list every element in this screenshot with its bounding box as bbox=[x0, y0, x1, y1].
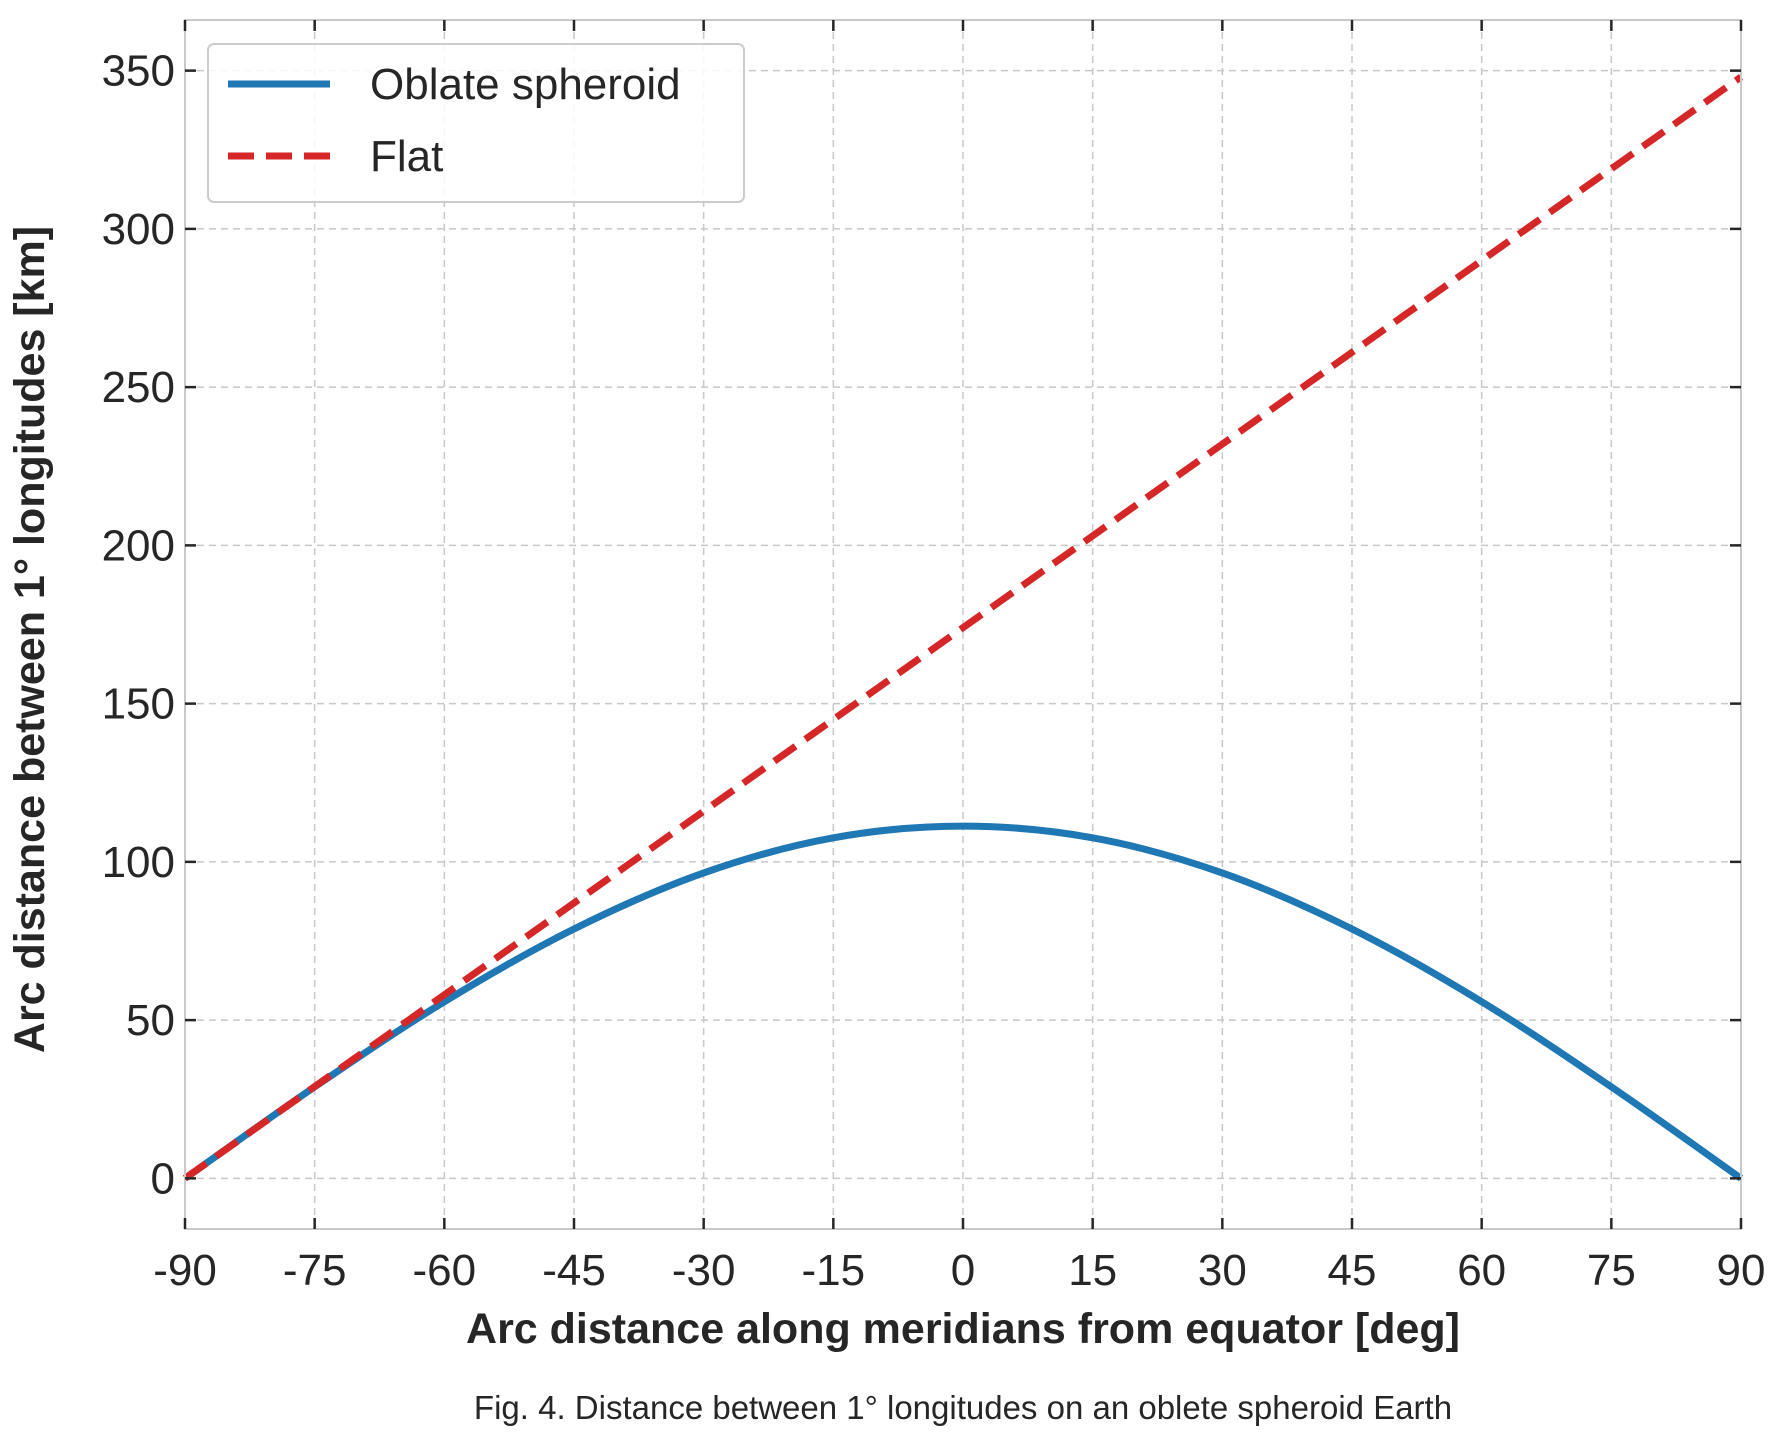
y-tick-label: 300 bbox=[102, 205, 175, 254]
x-tick-label: -90 bbox=[153, 1246, 217, 1295]
x-tick-label: 45 bbox=[1328, 1246, 1377, 1295]
x-tick-label: -30 bbox=[672, 1246, 736, 1295]
x-tick-label: 15 bbox=[1068, 1246, 1117, 1295]
legend-box bbox=[207, 43, 745, 203]
x-tick-labels: -90 -75 -60 -45 -30 -15 0 15 30 45 60 75 90 bbox=[153, 1246, 1765, 1295]
x-tick-label: -75 bbox=[283, 1246, 347, 1295]
legend: Oblate spheroid Flat bbox=[207, 43, 745, 203]
y-tick-label: 200 bbox=[102, 521, 175, 570]
legend-label: Flat bbox=[370, 132, 443, 181]
y-tick-label: 0 bbox=[151, 1154, 175, 1203]
x-tick-label: 75 bbox=[1587, 1246, 1636, 1295]
figure-caption: Fig. 4. Distance between 1° longitudes o… bbox=[474, 1389, 1452, 1426]
x-tick-label: 0 bbox=[951, 1246, 975, 1295]
x-tick-label: -45 bbox=[542, 1246, 606, 1295]
series-layer bbox=[182, 74, 1744, 1182]
y-tick-label: 150 bbox=[102, 680, 175, 729]
legend-label: Oblate spheroid bbox=[370, 60, 681, 109]
x-tick-label: -60 bbox=[413, 1246, 477, 1295]
y-tick-label: 100 bbox=[102, 838, 175, 887]
series-line-oblate-spheroid bbox=[182, 822, 1744, 1182]
y-tick-label: 250 bbox=[102, 363, 175, 412]
series-line-flat bbox=[182, 74, 1744, 1182]
x-tick-label: 90 bbox=[1717, 1246, 1766, 1295]
y-tick-labels: 0 50 100 150 200 250 300 350 bbox=[102, 47, 175, 1204]
x-axis-title: Arc distance along meridians from equato… bbox=[466, 1305, 1460, 1353]
y-axis-title: Arc distance between 1° longitudes [km] bbox=[6, 226, 54, 1053]
x-tick-label: 60 bbox=[1457, 1246, 1506, 1295]
y-tick-label: 50 bbox=[126, 996, 175, 1045]
x-tick-label: -15 bbox=[802, 1246, 866, 1295]
x-tick-label: 30 bbox=[1198, 1246, 1247, 1295]
ticks bbox=[183, 20, 1743, 1229]
y-tick-label: 350 bbox=[102, 47, 175, 96]
